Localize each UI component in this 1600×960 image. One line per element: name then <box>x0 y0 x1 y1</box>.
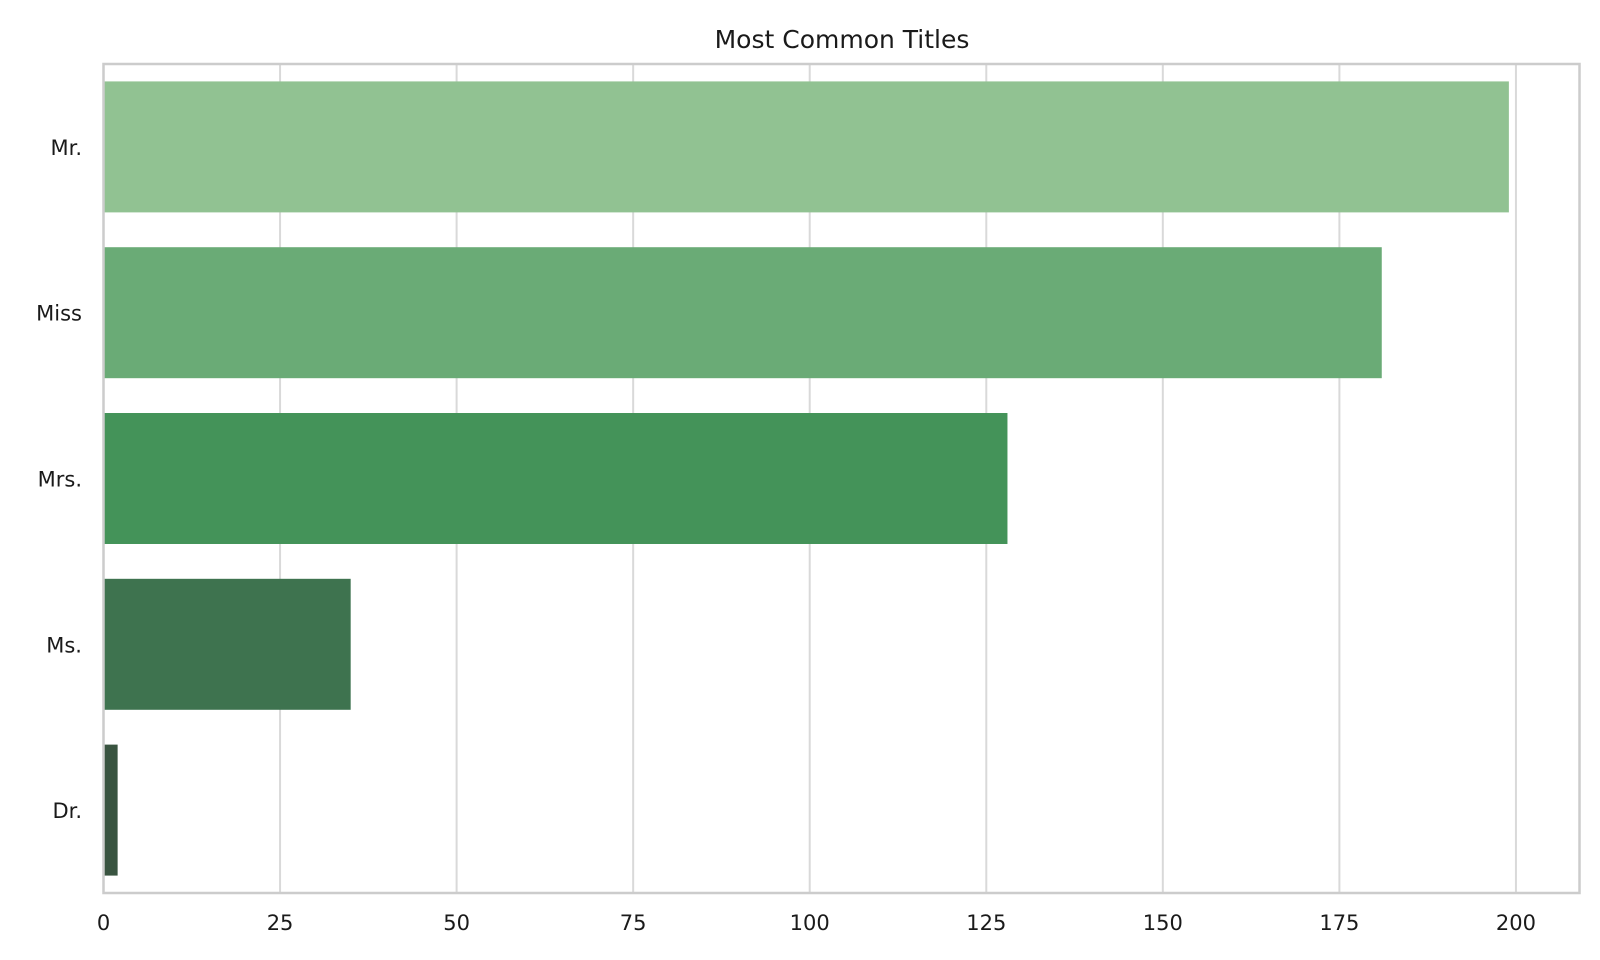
y-tick-label: Ms. <box>46 633 82 657</box>
bar-mrs <box>103 413 1008 544</box>
x-tick-label: 200 <box>1496 911 1536 935</box>
x-tick-label: 25 <box>267 911 294 935</box>
y-tick-label: Dr. <box>52 799 82 823</box>
bar-mr <box>103 81 1509 213</box>
x-tick-label: 125 <box>966 911 1006 935</box>
y-tick-label: Miss <box>36 302 82 326</box>
bars <box>103 81 1509 876</box>
plot-frame <box>102 62 1581 895</box>
x-tick-labels: 0 25 50 75 100 125 150 175 200 <box>97 911 1536 935</box>
chart-title: Most Common Titles <box>715 25 970 54</box>
x-tick-label: 0 <box>97 911 110 935</box>
y-tick-label: Mrs. <box>38 468 82 492</box>
x-tick-label: 175 <box>1319 911 1359 935</box>
x-tick-label: 75 <box>620 911 647 935</box>
x-tick-label: 50 <box>443 911 470 935</box>
bar-miss <box>103 247 1382 379</box>
x-tick-label: 100 <box>790 911 830 935</box>
bar-dr <box>103 744 118 876</box>
bar-ms <box>103 578 351 710</box>
y-tick-label: Mr. <box>51 136 83 160</box>
x-tick-label: 150 <box>1143 911 1183 935</box>
y-tick-labels: Mr. Miss Mrs. Ms. Dr. <box>36 136 82 823</box>
